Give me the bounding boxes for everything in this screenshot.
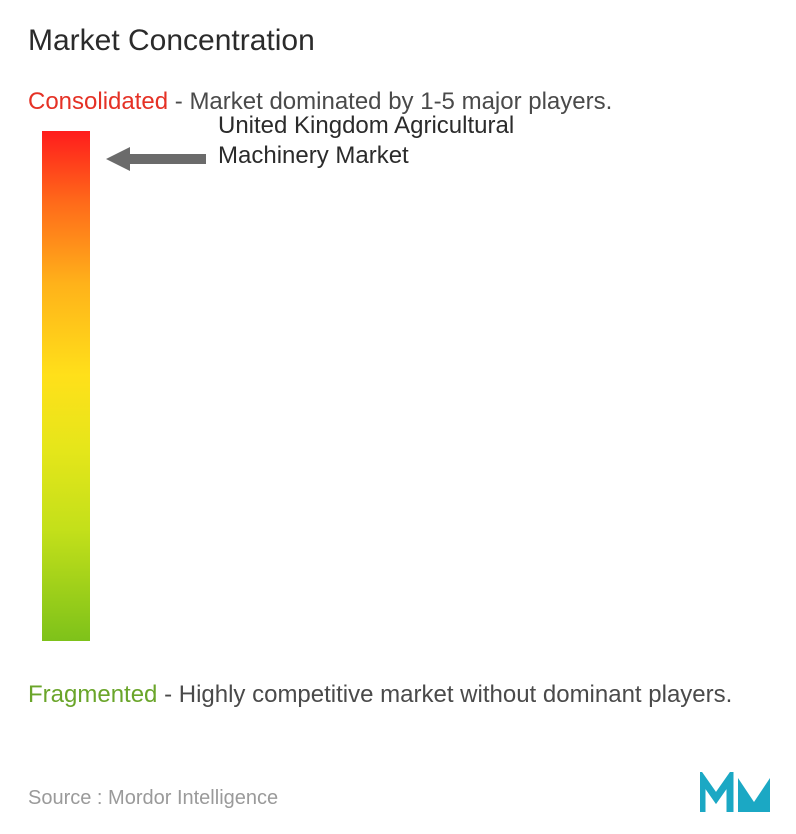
market-name-label: United Kingdom Agricultural Machinery Ma… [218,111,538,171]
fragmented-label: Fragmented [28,681,157,708]
source-attribution: Source : Mordor Intelligence [28,787,278,810]
consolidated-label: Consolidated [28,88,168,115]
mordor-logo [700,772,772,816]
fragmented-description: Fragmented - Highly competitive market w… [28,679,768,710]
logo-icon [700,772,772,816]
page-title: Market Concentration [28,24,768,58]
pointer-arrow [106,143,206,175]
fragmented-text: - Highly competitive market without domi… [157,681,732,708]
spectrum-area: United Kingdom Agricultural Machinery Ma… [28,131,768,661]
concentration-spectrum-bar [42,131,90,641]
arrow-left-icon [106,143,206,175]
